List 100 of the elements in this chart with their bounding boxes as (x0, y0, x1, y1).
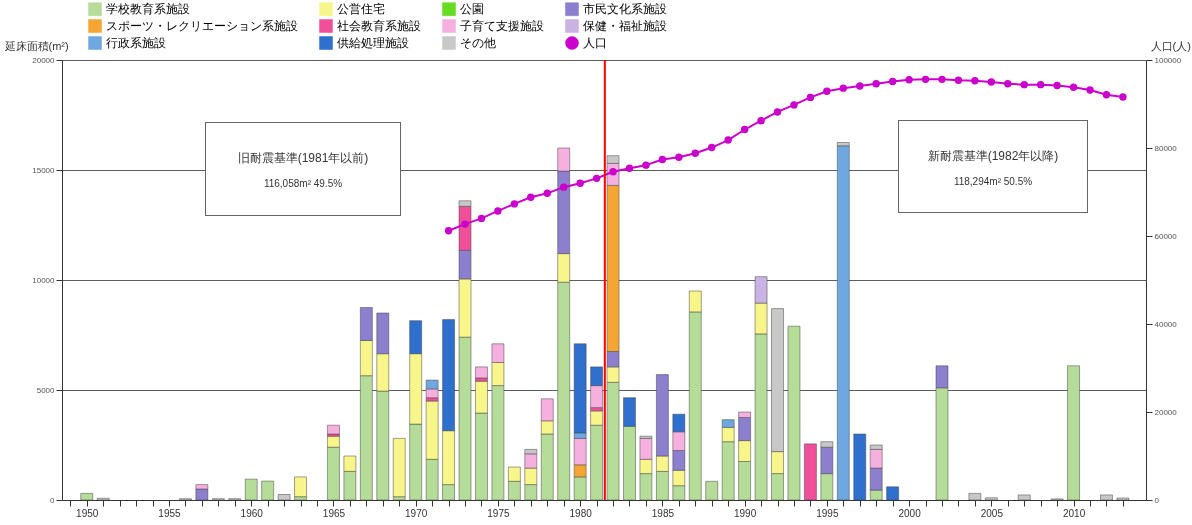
y-tick-label: 15000 (32, 165, 56, 175)
point (773, 108, 782, 116)
x-tick-label: 1980 (569, 507, 593, 519)
point (625, 164, 634, 172)
x-tick-label: 1975 (487, 507, 510, 519)
legend-label: 市民文化系施設 (583, 2, 667, 17)
bar (294, 476, 307, 497)
point (872, 80, 880, 88)
point (477, 214, 486, 223)
bar (968, 493, 982, 501)
point (987, 78, 996, 86)
legend-label: 供給処理施設 (337, 36, 409, 50)
bar (392, 438, 406, 497)
y-tick-label: 10000 (32, 275, 56, 285)
point (1036, 80, 1045, 89)
point (888, 77, 897, 86)
legend-label: 人口 (583, 36, 607, 50)
bar (327, 424, 340, 435)
point (806, 93, 815, 102)
point (971, 76, 979, 85)
bar (853, 433, 866, 501)
point (510, 200, 519, 208)
annotation: 118,294m² 50.5% (952, 175, 1034, 189)
point (740, 125, 749, 134)
point (1119, 93, 1127, 101)
point (757, 117, 765, 125)
annotation: 116,058m² 49.5% (262, 177, 344, 191)
x-tick-label: 1965 (322, 507, 346, 519)
y2-tick-label: 40000 (1154, 319, 1178, 329)
point (642, 161, 650, 169)
y2-tick-label: 20000 (1154, 407, 1178, 417)
y-axis-title: 延床面積(m²) (3, 39, 69, 52)
bar (195, 488, 209, 501)
point (691, 149, 699, 157)
point (1086, 86, 1094, 94)
bar (80, 493, 93, 501)
legend-label: 社会教育系施設 (337, 19, 421, 33)
annotation: 新耐震基準(1982年以降) (926, 148, 1060, 165)
bar (985, 497, 998, 501)
legend-label: 公営住宅 (337, 2, 385, 17)
y-tick-label: 5000 (36, 385, 56, 395)
point (1020, 80, 1028, 89)
point (543, 189, 551, 198)
point (839, 84, 848, 92)
bar (277, 494, 291, 501)
y2-tick-label: 60000 (1154, 231, 1178, 241)
x-tick-label: 1985 (651, 507, 675, 519)
point (708, 143, 716, 152)
y2-axis-title: 人口(人) (1150, 39, 1191, 52)
y2-tick-label: 80000 (1154, 143, 1178, 153)
point (576, 179, 584, 187)
point (461, 220, 469, 228)
legend-label: その他 (460, 36, 496, 50)
note-box: 旧耐震基準(1981年以前) 116,058m² 49.5% (205, 122, 401, 216)
legend-label: 子育て支援施設 (460, 19, 544, 33)
y-tick-label: 20000 (32, 55, 56, 65)
x-tick-label: 1995 (816, 507, 839, 519)
x-tick-label: 1950 (76, 507, 99, 519)
x-tick-label: 2010 (1062, 507, 1086, 519)
point (938, 75, 946, 84)
point (856, 82, 864, 90)
point (790, 101, 798, 109)
bar (1100, 494, 1113, 501)
bar (475, 366, 488, 379)
y-tick-label: 0 (50, 495, 56, 505)
bar (886, 486, 899, 501)
point (823, 87, 831, 95)
x-tick-label: 2000 (898, 507, 922, 519)
x-tick-label: 1970 (405, 507, 428, 519)
bar (1017, 494, 1031, 501)
point (1102, 91, 1111, 99)
legend-label: 行政系施設 (106, 36, 166, 50)
y2-tick-label: 100000 (1154, 55, 1182, 65)
bar (1067, 365, 1080, 501)
annotation: 旧耐震基準(1981年以前) (236, 150, 370, 167)
point (1053, 81, 1061, 90)
bar (837, 145, 850, 501)
y2-tick-label: 0 (1154, 495, 1160, 505)
bar (787, 325, 801, 501)
x-tick-label: 1960 (240, 507, 264, 519)
x-tick-label: 1955 (158, 507, 182, 519)
x-tick-label: 1990 (734, 507, 757, 519)
point (675, 153, 683, 161)
point (1004, 80, 1012, 88)
legend-label: スポーツ・レクリエーション系施設 (106, 19, 298, 33)
point (527, 193, 535, 201)
bar (804, 443, 817, 501)
legend-label: 公園 (460, 2, 484, 17)
note-box: 新耐震基準(1982年以降) 118,294m² 50.5% (898, 120, 1088, 213)
point (724, 136, 732, 144)
legend-label: 学校教育系施設 (106, 2, 190, 17)
point (494, 207, 502, 215)
bar (261, 480, 274, 501)
point (954, 76, 963, 84)
bar (705, 481, 718, 501)
bar (244, 478, 258, 501)
point (921, 75, 930, 84)
legend-label: 保健・福祉施設 (583, 19, 667, 33)
point (658, 155, 667, 164)
point (444, 227, 453, 235)
